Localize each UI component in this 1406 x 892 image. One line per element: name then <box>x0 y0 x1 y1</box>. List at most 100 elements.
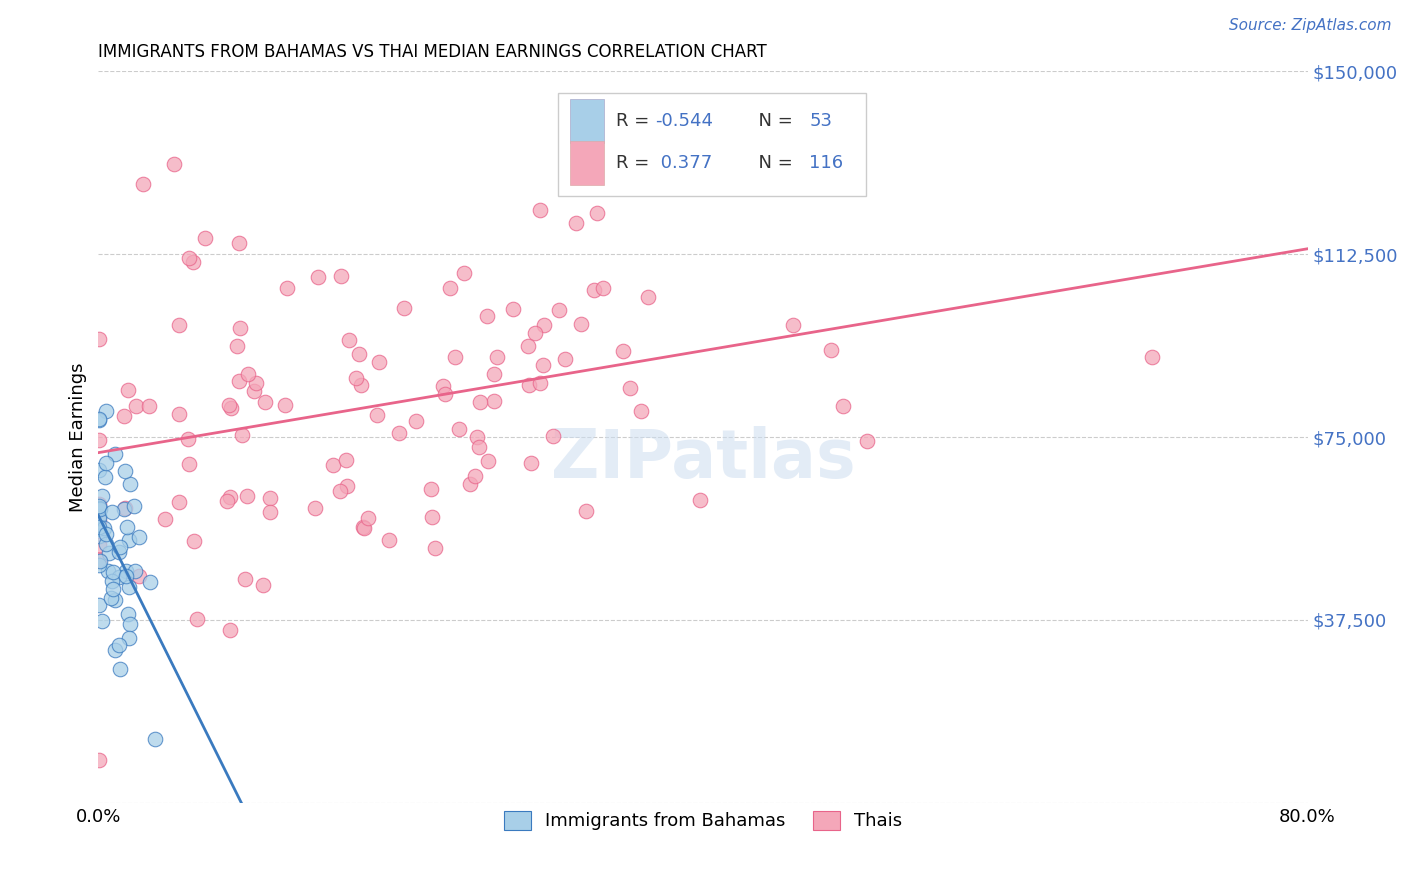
Point <box>104 643 127 657</box>
Point <box>335 453 357 467</box>
Point <box>349 347 371 361</box>
Point <box>120 477 142 491</box>
Point <box>433 387 456 401</box>
Point <box>125 400 148 414</box>
Point <box>276 281 298 295</box>
Point <box>108 545 131 559</box>
Point <box>523 326 546 340</box>
Point <box>139 574 162 589</box>
Point <box>231 428 253 442</box>
Point <box>87 538 110 552</box>
Point <box>820 343 842 357</box>
Point <box>378 533 401 548</box>
Point <box>122 500 145 514</box>
Point <box>531 358 554 372</box>
Point <box>464 469 486 483</box>
Point <box>612 344 634 359</box>
Point <box>582 283 605 297</box>
Point <box>242 384 264 399</box>
Point <box>120 617 142 632</box>
Point <box>253 395 276 409</box>
Point <box>517 377 540 392</box>
Point <box>529 376 551 390</box>
Point <box>689 493 711 508</box>
Point <box>112 409 135 424</box>
Point <box>114 464 136 478</box>
Point <box>221 401 243 415</box>
Point <box>543 429 565 443</box>
Point <box>124 564 146 578</box>
Point <box>336 478 359 492</box>
Point <box>112 501 135 516</box>
Point <box>394 301 416 315</box>
Point <box>87 520 110 534</box>
Point <box>101 574 124 589</box>
Point <box>477 453 499 467</box>
Point <box>468 440 491 454</box>
Point <box>89 554 111 568</box>
Point <box>177 251 200 265</box>
Point <box>637 289 659 303</box>
Point <box>96 527 118 541</box>
Point <box>432 379 454 393</box>
Point <box>108 638 131 652</box>
Point <box>114 569 136 583</box>
Point <box>167 318 190 333</box>
Point <box>87 753 110 767</box>
Point <box>564 216 586 230</box>
Point <box>586 205 609 219</box>
Text: R =: R = <box>616 153 655 172</box>
Point <box>482 393 505 408</box>
Point <box>356 511 378 525</box>
Point <box>179 457 201 471</box>
Point <box>87 497 110 511</box>
Point <box>87 508 110 523</box>
Point <box>98 546 121 560</box>
Point <box>101 582 124 597</box>
Point <box>229 321 252 335</box>
Point <box>420 510 443 524</box>
Legend: Immigrants from Bahamas, Thais: Immigrants from Bahamas, Thais <box>496 804 910 838</box>
Text: N =: N = <box>747 112 799 130</box>
Point <box>87 553 110 567</box>
Point <box>477 309 499 323</box>
Point <box>163 157 186 171</box>
Point <box>592 281 614 295</box>
Point <box>128 530 150 544</box>
Point <box>328 484 350 499</box>
Point <box>554 351 576 366</box>
Point <box>186 611 208 625</box>
Point <box>107 570 129 584</box>
Text: 116: 116 <box>810 153 844 172</box>
Point <box>458 476 481 491</box>
Point <box>502 302 524 317</box>
Point <box>108 540 131 554</box>
Point <box>110 662 132 676</box>
Point <box>118 581 141 595</box>
Point <box>533 318 555 333</box>
Point <box>97 564 120 578</box>
Point <box>304 500 326 515</box>
Point <box>322 458 344 472</box>
Point <box>132 177 155 191</box>
Point <box>388 426 411 441</box>
Point <box>101 565 124 579</box>
Point <box>782 318 804 332</box>
Point <box>716 178 738 192</box>
Point <box>114 501 136 516</box>
Point <box>114 564 136 578</box>
Point <box>367 355 389 369</box>
Point <box>252 578 274 592</box>
Point <box>138 399 160 413</box>
Bar <box>569 99 603 143</box>
Point <box>420 483 443 497</box>
Text: IMMIGRANTS FROM BAHAMAS VS THAI MEDIAN EARNINGS CORRELATION CHART: IMMIGRANTS FROM BAHAMAS VS THAI MEDIAN E… <box>98 44 768 62</box>
Point <box>856 434 879 448</box>
Point <box>520 456 543 470</box>
Point <box>233 572 256 586</box>
Point <box>128 568 150 582</box>
Point <box>486 351 509 365</box>
Point <box>91 489 114 503</box>
Point <box>87 500 110 514</box>
Point <box>619 381 641 395</box>
